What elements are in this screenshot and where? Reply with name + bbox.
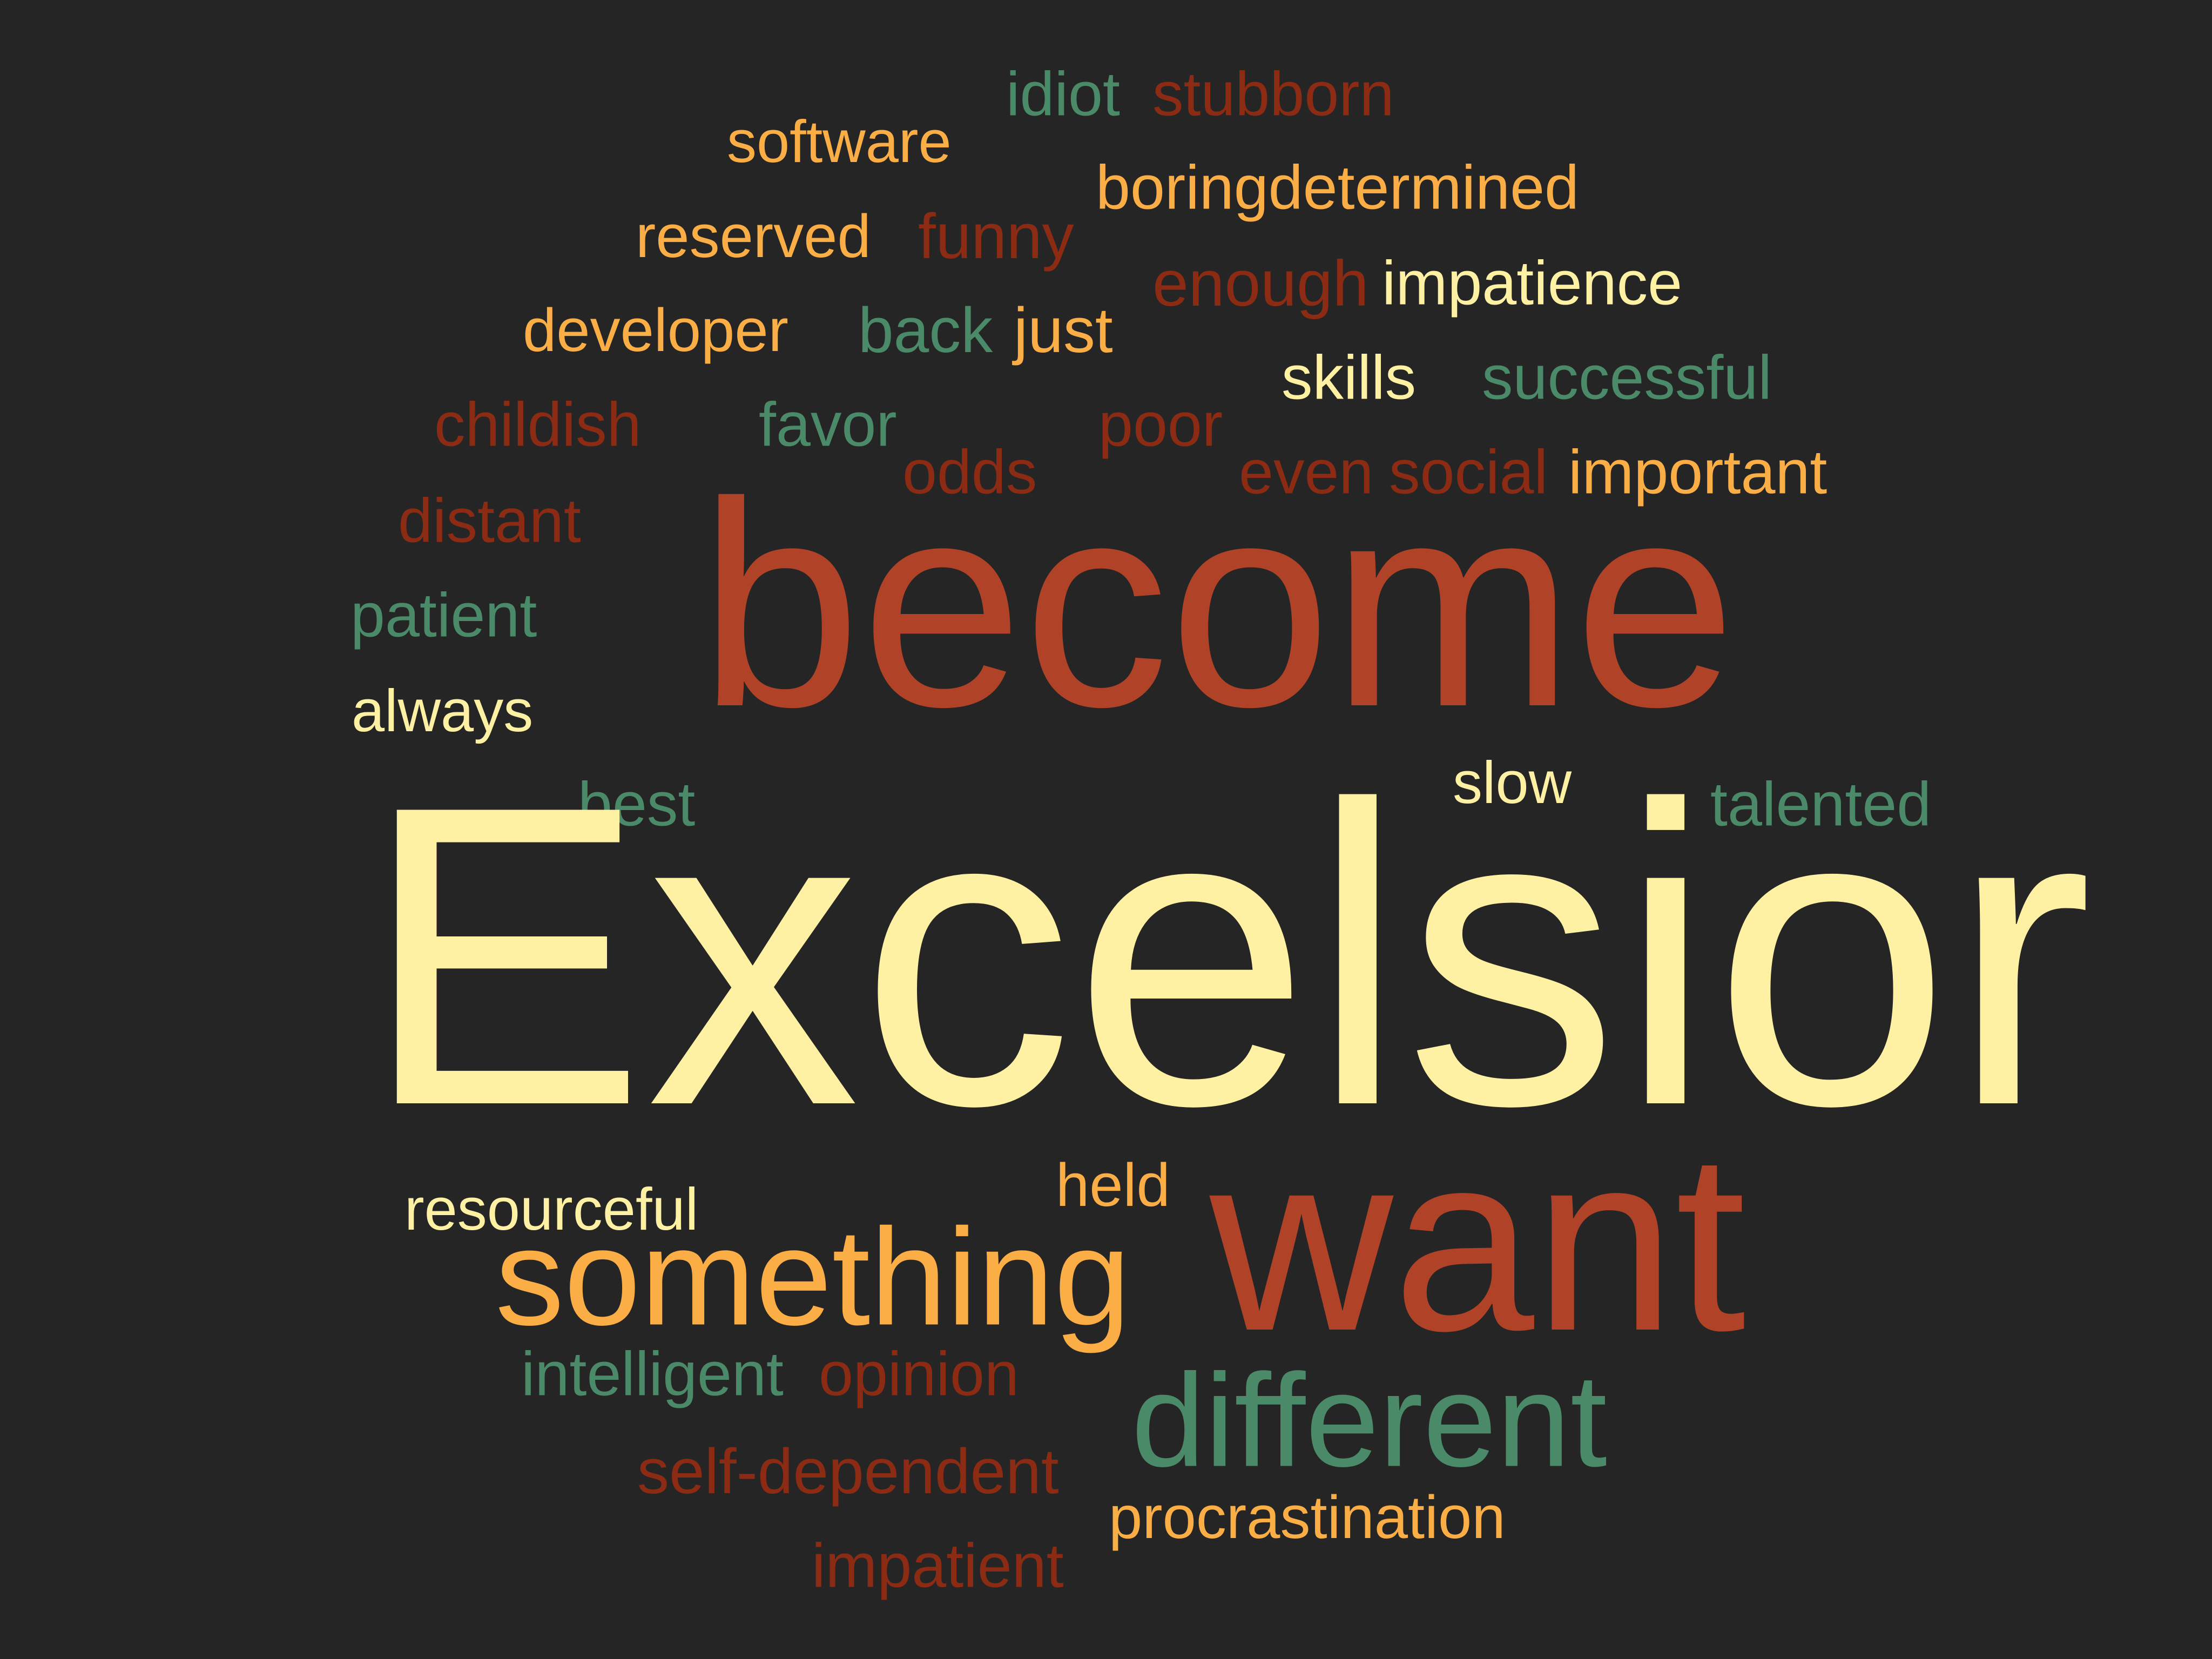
word-social: social [1389,437,1548,507]
word-software: software [727,109,952,175]
word-patient: patient [350,581,537,650]
word-best: best [578,770,696,839]
word-something: something [495,1200,1131,1354]
word-stubborn: stubborn [1152,59,1394,129]
word-impatience: impatience [1382,248,1683,318]
word-odds: odds [902,437,1037,507]
word-enough: enough [1152,247,1369,320]
word-intelligent: intelligent [521,1339,784,1409]
word-skills: skills [1282,343,1417,413]
word-want: want [1210,1100,1746,1384]
word-self-dependent: self-dependent [637,1436,1059,1507]
word-back: back [858,295,993,366]
word-important: important [1568,437,1827,507]
word-procrastination: procrastination [1109,1483,1506,1551]
word-developer: developer [523,296,788,364]
word-childish: childish [434,390,642,460]
word-successful: successful [1482,343,1772,413]
word-reserved: reserved [636,203,871,270]
word-funny: funny [918,201,1074,272]
word-excelsior: Excelsior [362,718,2093,1194]
word-poor: poor [1098,390,1223,460]
word-held: held [1056,1151,1170,1219]
word-slow: slow [1453,750,1572,816]
word-just: just [1014,295,1113,366]
word-opinion: opinion [819,1339,1019,1409]
word-even: even [1239,437,1374,507]
word-different: different [1131,1346,1607,1494]
word-always: always [352,678,534,744]
word-talented: talented [1710,770,1932,839]
word-impatient: impatient [812,1531,1064,1601]
word-favor: favor [759,390,897,460]
word-resourceful: resourceful [404,1176,699,1243]
word-idiot: idiot [1006,59,1120,129]
word-distant: distant [398,486,581,556]
word-boringdetermined: boringdetermined [1096,153,1580,222]
word-become: become [699,442,1737,767]
